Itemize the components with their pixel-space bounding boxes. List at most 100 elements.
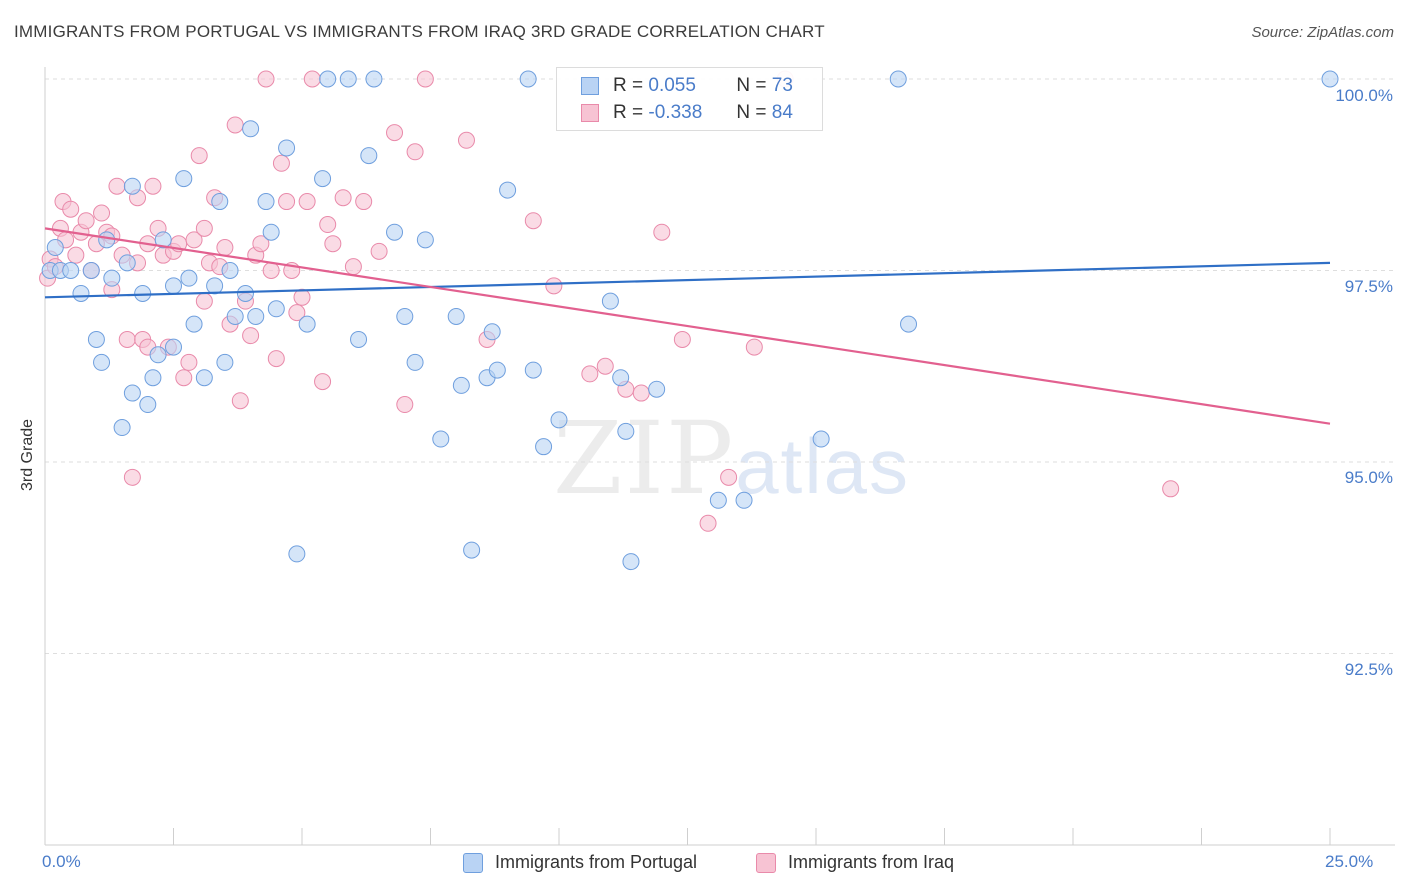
data-point <box>195 219 213 237</box>
legend-row-portugal: R = 0.055 N = 73 <box>581 74 793 98</box>
iraq-legend-swatch <box>756 852 776 873</box>
iraq-swatch <box>581 104 599 122</box>
data-point <box>175 369 193 387</box>
legend-item-portugal[interactable]: Immigrants from Portugal <box>463 852 697 873</box>
data-point <box>82 262 100 279</box>
n-label: N = <box>736 102 767 123</box>
r-label: R = <box>613 102 644 123</box>
r-value: 0.055 <box>648 75 696 96</box>
r-value: -0.338 <box>648 102 703 123</box>
data-point <box>699 514 717 532</box>
data-point <box>242 120 260 138</box>
data-point <box>236 284 254 302</box>
data-point <box>406 143 424 161</box>
data-point <box>93 204 111 222</box>
data-point <box>334 189 352 207</box>
data-point <box>216 239 234 257</box>
trend-line <box>44 261 1331 299</box>
data-point <box>488 361 506 379</box>
data-point <box>67 246 85 264</box>
data-point <box>745 338 763 356</box>
data-point <box>601 292 619 310</box>
x-tick-label: 0.0% <box>42 852 81 871</box>
data-point <box>1321 70 1339 88</box>
data-point <box>355 193 373 211</box>
data-point <box>180 269 198 287</box>
data-point <box>483 323 501 341</box>
data-point <box>113 419 131 437</box>
data-point <box>180 353 198 371</box>
y-tick-label: 100.0% <box>1335 86 1393 105</box>
data-point <box>144 369 162 387</box>
data-point <box>339 70 357 88</box>
legend-item-iraq[interactable]: Immigrants from Iraq <box>756 852 954 873</box>
data-point <box>216 353 234 371</box>
data-point <box>344 258 362 276</box>
data-point <box>550 411 568 429</box>
trend-line <box>44 227 1331 425</box>
portugal-swatch <box>581 77 599 95</box>
data-point <box>98 231 116 249</box>
data-point <box>648 380 666 398</box>
data-point <box>612 369 630 387</box>
data-point <box>195 369 213 387</box>
data-point <box>812 430 830 448</box>
data-point <box>396 307 414 325</box>
data-point <box>416 231 434 249</box>
data-point <box>144 177 162 195</box>
watermark-zip: ZIP <box>553 400 736 517</box>
portugal-legend-swatch <box>463 852 483 873</box>
data-point <box>350 330 368 348</box>
n-label: N = <box>736 75 767 96</box>
data-point <box>242 327 260 345</box>
data-point <box>581 365 599 383</box>
data-point <box>278 139 296 157</box>
data-point <box>288 304 306 322</box>
stats-legend: R = 0.055 N = 73 R = -0.338 N = 84 <box>556 67 823 131</box>
data-point <box>77 212 95 230</box>
data-point <box>195 292 213 310</box>
data-point <box>416 70 434 88</box>
data-point <box>314 170 332 188</box>
legend-label: Immigrants from Portugal <box>495 852 698 872</box>
data-point <box>185 231 203 249</box>
y-tick-label: 92.5% <box>1344 660 1393 679</box>
data-point <box>190 147 208 165</box>
data-point <box>272 154 290 172</box>
data-point <box>262 223 280 241</box>
data-point <box>463 541 481 559</box>
data-point <box>622 553 640 571</box>
data-point <box>123 468 141 486</box>
data-point <box>252 235 270 253</box>
data-point <box>118 330 136 348</box>
source-label: Source: ZipAtlas.com <box>1251 24 1394 41</box>
data-point <box>632 384 650 402</box>
data-point <box>386 223 404 241</box>
data-point <box>447 307 465 325</box>
data-point <box>154 231 172 249</box>
data-point <box>103 269 121 287</box>
data-point <box>524 361 542 379</box>
data-point <box>149 346 167 364</box>
data-point <box>165 338 182 356</box>
data-point <box>226 116 244 134</box>
data-point <box>406 353 424 371</box>
data-point <box>165 277 182 295</box>
data-point <box>108 177 126 195</box>
chart-title: IMMIGRANTS FROM PORTUGAL VS IMMIGRANTS F… <box>14 22 825 41</box>
data-point <box>319 70 337 88</box>
data-point <box>709 491 727 509</box>
data-point <box>396 396 414 414</box>
data-point <box>457 131 475 149</box>
r-label: R = <box>613 75 644 96</box>
legend-label: Immigrants from Iraq <box>788 852 955 872</box>
data-point <box>900 315 918 333</box>
data-point <box>87 330 105 348</box>
data-point <box>298 193 316 211</box>
data-point <box>298 315 316 333</box>
data-point <box>432 430 450 448</box>
y-tick-label: 97.5% <box>1344 277 1393 296</box>
data-point <box>735 491 753 509</box>
data-point <box>720 468 738 486</box>
